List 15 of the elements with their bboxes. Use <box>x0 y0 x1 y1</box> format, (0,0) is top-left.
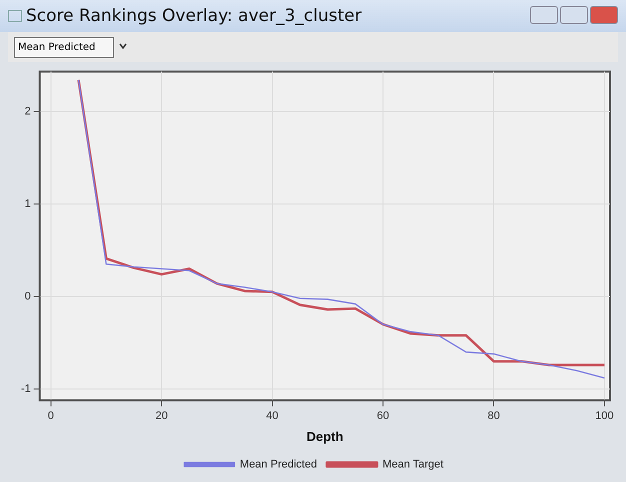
y-tick-label: 0 <box>24 290 31 303</box>
legend-label: Mean Target <box>382 458 444 471</box>
y-tick-label: -1 <box>21 383 31 396</box>
legend-label: Mean Predicted <box>240 458 317 471</box>
x-axis-title: Depth <box>306 428 344 444</box>
x-tick-label: 0 <box>48 410 54 422</box>
x-tick-label: 80 <box>488 410 500 422</box>
x-tick-label: 100 <box>595 410 614 422</box>
x-tick-label: 60 <box>376 410 390 422</box>
y-tick-label: 2 <box>24 105 31 118</box>
x-tick-label: 40 <box>266 410 278 422</box>
x-tick-label: 20 <box>155 410 168 422</box>
chart-title: Score Rankings Overlay: aver_3_cluster <box>26 6 362 26</box>
text: Mean Predicted <box>14 37 114 58</box>
y-tick-label: 1 <box>24 198 31 210</box>
